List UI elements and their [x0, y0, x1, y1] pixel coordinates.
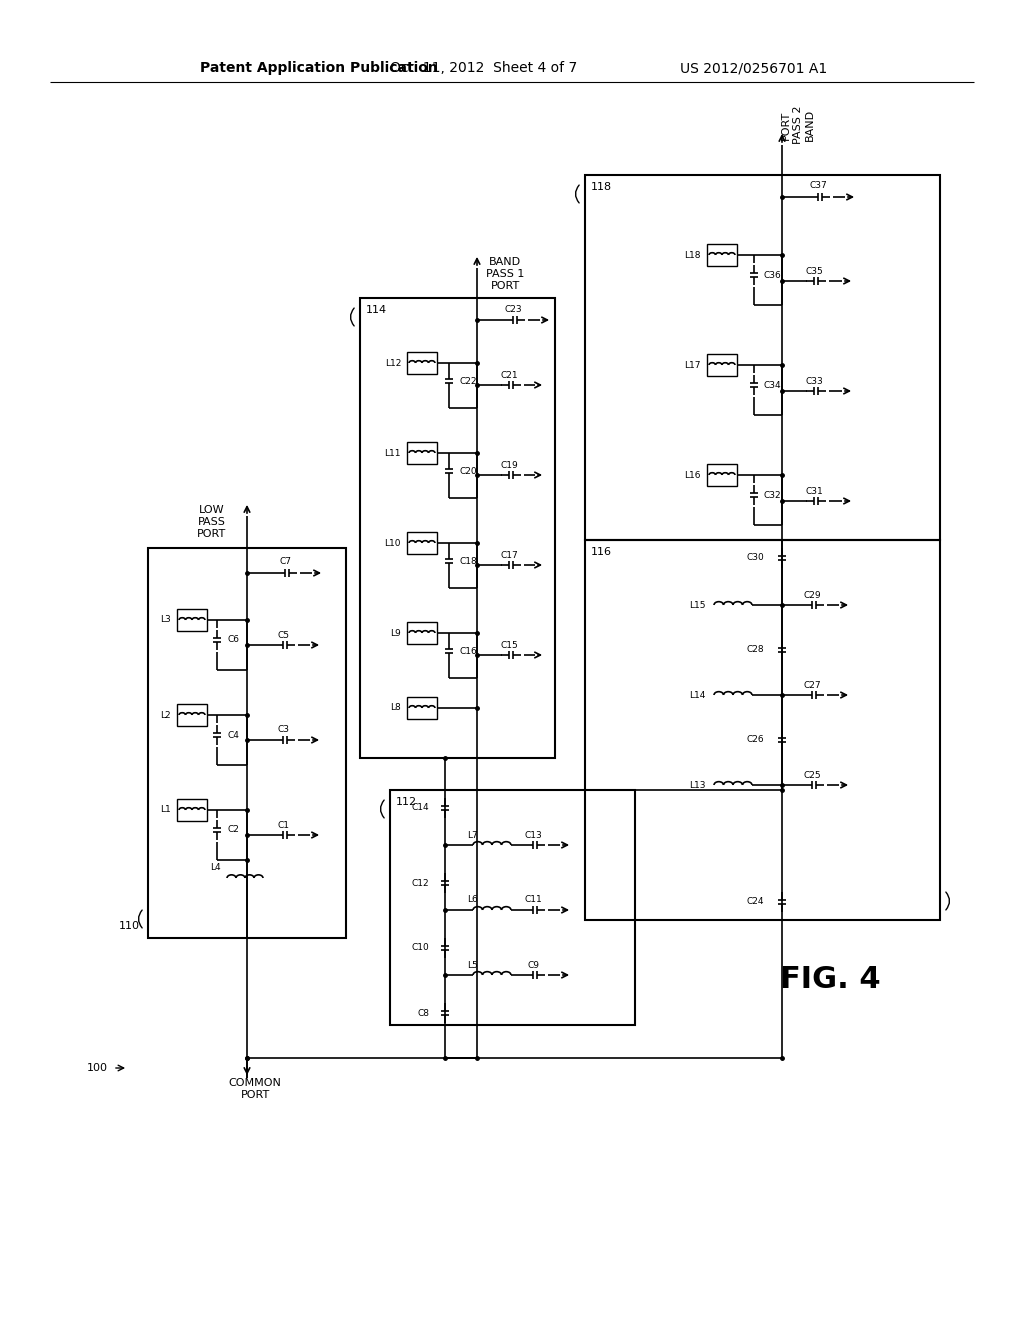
Text: L8: L8: [390, 704, 401, 713]
Text: PASS: PASS: [198, 517, 226, 527]
Text: C29: C29: [803, 590, 821, 599]
Text: C19: C19: [500, 461, 518, 470]
Text: L12: L12: [385, 359, 401, 367]
Text: L2: L2: [161, 710, 171, 719]
Text: C3: C3: [278, 726, 289, 734]
Text: L18: L18: [684, 251, 701, 260]
Text: L4: L4: [210, 863, 221, 873]
Text: 100: 100: [87, 1063, 108, 1073]
Text: L16: L16: [684, 470, 701, 479]
Text: C2: C2: [227, 825, 239, 834]
Text: C35: C35: [805, 267, 823, 276]
Text: L1: L1: [160, 805, 171, 814]
Text: PORT: PORT: [781, 111, 791, 140]
Text: L14: L14: [689, 690, 706, 700]
Text: C4: C4: [227, 730, 239, 739]
Text: COMMON: COMMON: [228, 1078, 282, 1088]
Text: C30: C30: [746, 553, 764, 562]
Text: FIG. 4: FIG. 4: [779, 965, 881, 994]
Text: C33: C33: [805, 376, 823, 385]
Bar: [390, 789, 635, 1026]
Text: BAND: BAND: [488, 257, 521, 267]
Text: C21: C21: [500, 371, 518, 380]
Text: PORT: PORT: [241, 1090, 269, 1100]
Text: C11: C11: [524, 895, 542, 904]
Text: C23: C23: [504, 305, 522, 314]
Text: C17: C17: [500, 550, 518, 560]
Text: 110: 110: [119, 921, 140, 931]
Bar: [585, 176, 940, 540]
Text: 114: 114: [366, 305, 387, 315]
Bar: [407, 352, 437, 374]
Text: C8: C8: [417, 1008, 429, 1018]
Text: C36: C36: [764, 271, 781, 280]
Text: PORT: PORT: [490, 281, 519, 290]
Text: C15: C15: [500, 640, 518, 649]
Bar: [407, 622, 437, 644]
Text: LOW: LOW: [200, 506, 225, 515]
Text: L6: L6: [467, 895, 478, 904]
Text: L9: L9: [390, 628, 401, 638]
Text: 116: 116: [591, 546, 612, 557]
Text: L3: L3: [160, 615, 171, 624]
Text: C27: C27: [803, 681, 821, 689]
Bar: [707, 465, 737, 486]
Bar: [407, 532, 437, 554]
Text: BAND: BAND: [805, 110, 815, 141]
Text: C37: C37: [809, 181, 826, 190]
Text: C24: C24: [746, 898, 764, 907]
Text: PORT: PORT: [198, 529, 226, 539]
Text: PASS 1: PASS 1: [485, 269, 524, 279]
Text: Oct. 11, 2012  Sheet 4 of 7: Oct. 11, 2012 Sheet 4 of 7: [390, 61, 578, 75]
Text: C25: C25: [803, 771, 821, 780]
Bar: [177, 609, 207, 631]
Text: C32: C32: [764, 491, 781, 499]
Text: 118: 118: [591, 182, 612, 191]
Text: C1: C1: [278, 821, 289, 829]
Text: C22: C22: [459, 376, 476, 385]
Bar: [148, 548, 346, 939]
Text: C14: C14: [412, 804, 429, 813]
Text: US 2012/0256701 A1: US 2012/0256701 A1: [680, 61, 827, 75]
Text: 112: 112: [396, 797, 417, 807]
Text: C20: C20: [459, 466, 476, 475]
Text: L7: L7: [467, 830, 478, 840]
Text: Patent Application Publication: Patent Application Publication: [200, 61, 437, 75]
Text: PASS 2: PASS 2: [793, 106, 803, 144]
Text: L13: L13: [689, 780, 706, 789]
Text: C18: C18: [459, 557, 477, 565]
Text: L15: L15: [689, 601, 706, 610]
Bar: [707, 354, 737, 376]
Text: C5: C5: [278, 631, 289, 639]
Bar: [177, 704, 207, 726]
Text: C28: C28: [746, 645, 764, 655]
Text: C10: C10: [412, 944, 429, 953]
Text: C13: C13: [524, 830, 542, 840]
Text: C12: C12: [412, 879, 429, 887]
Bar: [177, 799, 207, 821]
Bar: [585, 540, 940, 920]
Text: C34: C34: [764, 380, 781, 389]
Text: C16: C16: [459, 647, 477, 656]
Bar: [407, 697, 437, 719]
Text: C31: C31: [805, 487, 823, 495]
Text: L5: L5: [467, 961, 478, 969]
Text: L11: L11: [384, 449, 401, 458]
Text: L10: L10: [384, 539, 401, 548]
Text: L17: L17: [684, 360, 701, 370]
Bar: [707, 244, 737, 267]
Text: C26: C26: [746, 735, 764, 744]
Bar: [360, 298, 555, 758]
Text: C9: C9: [527, 961, 539, 969]
Text: C6: C6: [227, 635, 239, 644]
Text: C7: C7: [279, 557, 291, 566]
Bar: [407, 442, 437, 465]
